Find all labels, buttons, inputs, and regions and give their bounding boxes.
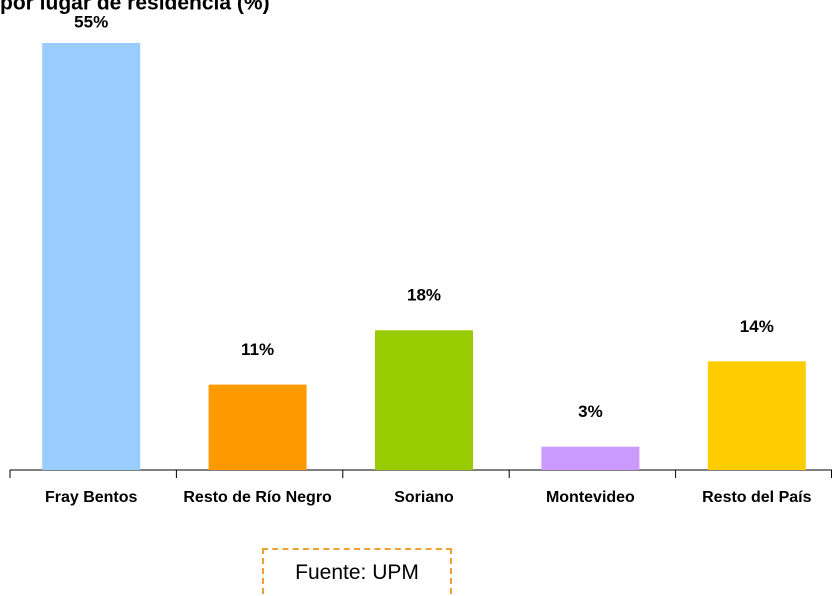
bar bbox=[42, 43, 141, 470]
x-tick-label: Montevideo bbox=[545, 489, 635, 506]
data-label: 55% bbox=[74, 12, 108, 31]
bar bbox=[707, 361, 806, 470]
x-tick-label: Fray Bentos bbox=[44, 489, 138, 506]
data-label: 11% bbox=[241, 340, 274, 359]
bar bbox=[208, 384, 307, 470]
data-label: 3% bbox=[578, 402, 603, 421]
source-note: Fuente: UPM bbox=[262, 548, 452, 594]
bar bbox=[541, 446, 640, 470]
x-tick-label: Resto de Río Negro bbox=[183, 489, 332, 506]
bar bbox=[375, 330, 473, 470]
chart-title: por lugar de residencia (%) bbox=[0, 0, 270, 15]
data-label: 14% bbox=[740, 317, 774, 336]
x-tick-label: Resto del País bbox=[702, 489, 812, 506]
x-tick-label: Soriano bbox=[394, 489, 454, 506]
data-label: 18% bbox=[407, 286, 441, 305]
